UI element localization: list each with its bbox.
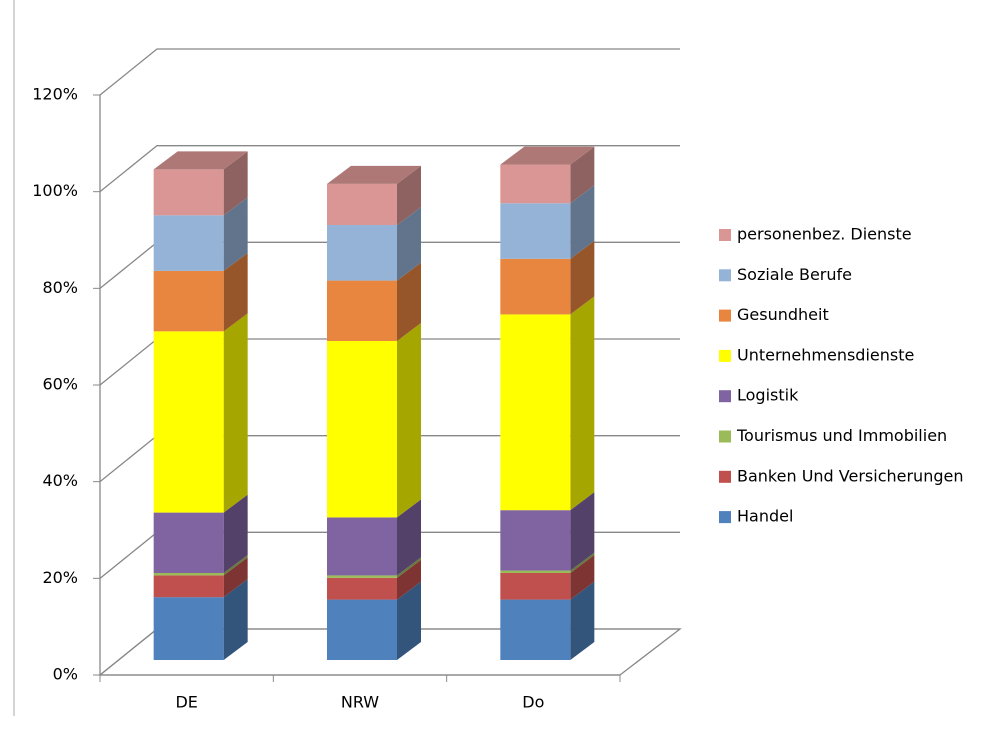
bar (500, 599, 571, 660)
bar-side (570, 240, 595, 315)
legend-swatch (719, 390, 731, 403)
bar (153, 331, 224, 513)
bar (500, 573, 571, 600)
bar (500, 314, 571, 511)
bar-side (397, 581, 421, 660)
bar-side (570, 146, 595, 204)
legend-swatch (719, 229, 731, 241)
bar-side (397, 262, 421, 341)
bar (500, 258, 571, 315)
bar (500, 164, 571, 204)
bar-side (223, 313, 248, 513)
y-tick-label: 60% (42, 375, 78, 394)
legend-label: Soziale Berufe (737, 265, 852, 284)
legend-label: Logistik (737, 386, 799, 405)
bar-side (223, 494, 248, 573)
bar (500, 570, 571, 573)
legend-label: Gesundheit (737, 305, 829, 324)
x-tick-label: DE (175, 693, 197, 712)
bar (327, 575, 397, 578)
bar (153, 597, 224, 660)
legend-label: Tourismus und Immobilien (736, 426, 947, 445)
bar-side (223, 252, 248, 332)
legend-label: personenbez. Dienste (737, 225, 912, 244)
bar-top (153, 151, 248, 170)
bar (153, 573, 224, 576)
bar (327, 577, 397, 600)
bar-side (570, 185, 595, 259)
bar-side (397, 207, 421, 281)
bar (153, 270, 224, 332)
bar (327, 517, 397, 576)
bar-side (570, 581, 595, 660)
bar-side (223, 151, 248, 216)
legend-label: Handel (737, 507, 793, 526)
bar-side (223, 555, 248, 576)
bar-side (223, 197, 248, 271)
x-tick-label: NRW (341, 693, 379, 712)
legend-label: Banken Und Versicherungen (737, 466, 963, 485)
bar (327, 341, 397, 518)
bar-side (397, 557, 421, 578)
bar (327, 280, 397, 341)
bar-side (223, 557, 248, 598)
bar (500, 203, 571, 259)
bar (327, 599, 397, 660)
bar-side (223, 579, 248, 660)
bar-side (397, 323, 421, 518)
bar-side (397, 559, 421, 600)
legend-swatch (719, 349, 731, 362)
bar (153, 575, 224, 598)
y-tick-label: 80% (42, 278, 78, 297)
bar (153, 512, 224, 573)
y-tick-label: 100% (32, 181, 78, 200)
y-tick-label: 120% (32, 85, 78, 104)
legend-swatch (719, 269, 731, 282)
bar-side (397, 499, 421, 576)
bar-side (570, 555, 595, 600)
bar-side (397, 165, 421, 225)
bar (327, 183, 397, 225)
bar (500, 510, 571, 571)
bar-top (500, 146, 595, 165)
bar-side (570, 552, 595, 573)
bar-side (570, 492, 595, 571)
x-tick-label: Do (522, 693, 544, 712)
y-tick-label: 40% (42, 471, 78, 490)
bar (153, 169, 224, 216)
legend-label: Unternehmensdienste (737, 345, 914, 364)
y-tick-label: 0% (53, 665, 78, 684)
legend-swatch (719, 511, 731, 524)
grid-line (99, 48, 680, 96)
grid-line (99, 145, 680, 193)
bar (153, 215, 224, 271)
bar-top (327, 165, 421, 184)
legend-swatch (719, 309, 731, 322)
bar-side (570, 296, 595, 511)
legend-swatch (719, 430, 731, 443)
legend-swatch (719, 470, 731, 483)
bar (327, 225, 397, 281)
y-tick-label: 20% (42, 568, 78, 587)
